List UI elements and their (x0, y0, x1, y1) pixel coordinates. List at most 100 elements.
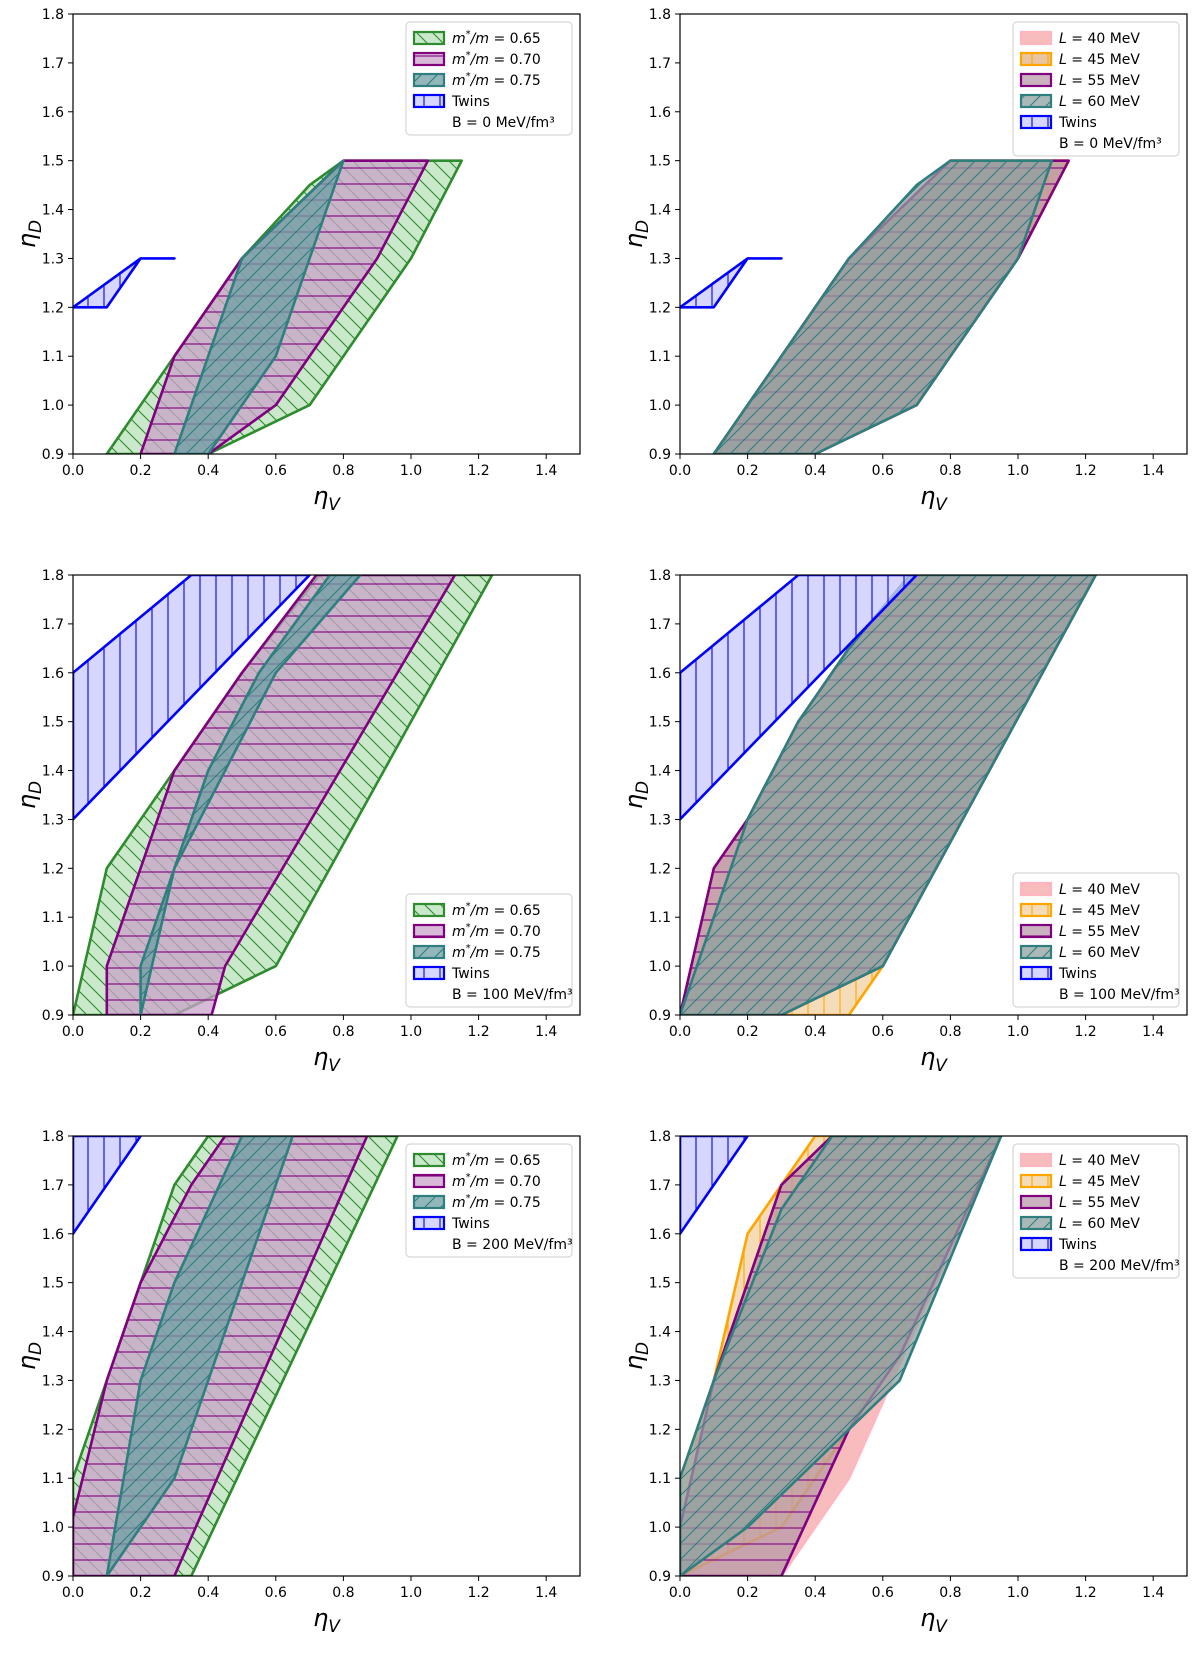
series-outline (73, 257, 176, 309)
legend-label: m*/m = 0.65 (452, 901, 541, 919)
series-region (73, 1136, 142, 1236)
y-tick-label: 1.1 (42, 349, 64, 365)
y-axis-label: ηD (13, 220, 46, 248)
legend-swatch-hatch (1019, 1215, 1053, 1231)
series-outline (73, 1136, 399, 1576)
x-tick-label: 0.2 (736, 463, 758, 479)
legend-label: m*/m = 0.65 (452, 1151, 541, 1169)
legend-item: m*/m = 0.65 (412, 901, 541, 919)
legend-box (1012, 21, 1180, 157)
x-tick-label: 0.0 (669, 1585, 691, 1601)
series-outline (680, 1136, 1003, 1576)
y-tick-label: 1.5 (42, 715, 64, 731)
legend-item: m*/m = 0.75 (412, 71, 541, 89)
legend-label: L = 55 MeV (1059, 924, 1140, 940)
legend-item: m*/m = 0.70 (412, 1172, 541, 1190)
y-tick-label: 1.6 (42, 666, 64, 682)
legend-swatch-hatch (412, 51, 446, 67)
legend-label: L = 45 MeV (1059, 903, 1140, 919)
legend-item: m*/m = 0.75 (412, 1193, 541, 1211)
x-tick-label: 0.0 (62, 1585, 84, 1601)
legend-box (405, 21, 573, 136)
legend-note: B = 100 MeV/fm³ (1059, 987, 1180, 1003)
series-outline (173, 159, 345, 454)
series-region (173, 159, 345, 454)
legend-label: L = 40 MeV (1059, 31, 1140, 47)
x-axis-label: ηV (313, 1604, 341, 1637)
legend-swatch-hatch (1019, 51, 1053, 67)
x-tick-label: 0.8 (939, 1024, 961, 1040)
x-tick-label: 1.4 (535, 1585, 557, 1601)
legend-swatch-hatch (1019, 965, 1053, 981)
x-tick-label: 0.8 (939, 1585, 961, 1601)
y-tick-label: 1.7 (42, 617, 64, 633)
series-outline (680, 1136, 749, 1236)
plot-area (73, 159, 464, 454)
plot-area (73, 1136, 399, 1576)
x-tick-label: 1.2 (1074, 1585, 1096, 1601)
legend-item: L = 45 MeV (1019, 902, 1140, 919)
series-region (680, 1136, 749, 1236)
y-tick-label: 1.3 (42, 1373, 64, 1389)
x-tick-label: 1.2 (467, 1585, 489, 1601)
y-tick-label: 1.0 (649, 959, 671, 975)
legend-swatch-hatch (412, 944, 446, 960)
legend-item: L = 40 MeV (1019, 1152, 1140, 1169)
legend-swatch-hatch (1019, 1173, 1053, 1189)
x-tick-label: 0.6 (265, 1024, 287, 1040)
y-tick-label: 1.7 (649, 617, 671, 633)
y-tick-label: 1.2 (42, 1422, 64, 1438)
x-tick-label: 1.2 (1074, 463, 1096, 479)
x-tick-label: 1.0 (1007, 463, 1029, 479)
x-axis-label: ηV (920, 482, 948, 515)
x-tick-label: 1.2 (467, 463, 489, 479)
legend-item: L = 60 MeV (1019, 944, 1140, 961)
legend-item: Twins (1019, 965, 1097, 982)
legend-item: Twins (412, 1215, 490, 1232)
legend-item: L = 55 MeV (1019, 923, 1140, 940)
legend-note: B = 0 MeV/fm³ (452, 115, 555, 131)
x-tick-label: 0.0 (62, 463, 84, 479)
y-tick-label: 1.2 (649, 300, 671, 316)
legend-swatch-hatch (412, 1194, 446, 1210)
series-region (105, 1136, 295, 1576)
series-outline (73, 1136, 369, 1576)
x-tick-label: 1.2 (1074, 1024, 1096, 1040)
series-outline (712, 159, 1054, 454)
series-hatch (106, 1136, 293, 1576)
x-axis-label: ηV (313, 1043, 341, 1076)
x-tick-label: 1.0 (400, 1024, 422, 1040)
series-hatch (680, 258, 782, 308)
y-tick-label: 1.5 (649, 715, 671, 731)
legend-label: L = 40 MeV (1059, 882, 1140, 898)
y-tick-label: 1.8 (649, 568, 671, 584)
legend: m*/m = 0.65 m*/m = 0.70 m*/m = 0.75 Twins B … (405, 893, 573, 1008)
y-tick-label: 1.1 (42, 1471, 64, 1487)
y-tick-label: 1.0 (649, 1520, 671, 1536)
legend-swatch-hatch (1019, 944, 1053, 960)
y-tick-label: 1.8 (42, 1129, 64, 1145)
x-tick-label: 1.4 (1142, 1024, 1164, 1040)
x-axis-label: ηV (920, 1604, 948, 1637)
plot-area (73, 575, 494, 1015)
x-tick-label: 0.0 (669, 1024, 691, 1040)
legend-item: L = 60 MeV (1019, 93, 1140, 110)
legend-item: m*/m = 0.65 (412, 1151, 541, 1169)
x-tick-label: 0.4 (804, 1585, 826, 1601)
y-tick-label: 1.6 (42, 105, 64, 121)
legend-note: B = 200 MeV/fm³ (452, 1237, 573, 1253)
series-region (680, 575, 918, 821)
axes-frame (679, 574, 1188, 1016)
legend-swatch-hatch (412, 965, 446, 981)
y-tick-label: 1.5 (42, 1276, 64, 1292)
y-tick-label: 1.4 (649, 764, 671, 780)
y-tick-label: 1.1 (42, 910, 64, 926)
legend-swatch-hatch (1019, 881, 1053, 897)
legend-label: L = 45 MeV (1059, 52, 1140, 68)
series-region (73, 257, 176, 309)
series-outline (139, 159, 430, 454)
x-tick-label: 0.8 (332, 1024, 354, 1040)
y-tick-label: 0.9 (42, 447, 64, 463)
y-tick-label: 1.4 (42, 1325, 64, 1341)
y-tick-label: 1.3 (649, 812, 671, 828)
